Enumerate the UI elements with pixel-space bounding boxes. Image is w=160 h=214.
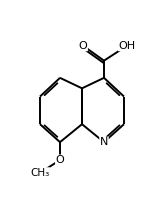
Text: N: N	[100, 137, 108, 147]
Text: CH₃: CH₃	[30, 168, 50, 178]
Text: O: O	[56, 155, 64, 165]
Text: OH: OH	[118, 41, 136, 51]
Text: O: O	[79, 41, 87, 51]
